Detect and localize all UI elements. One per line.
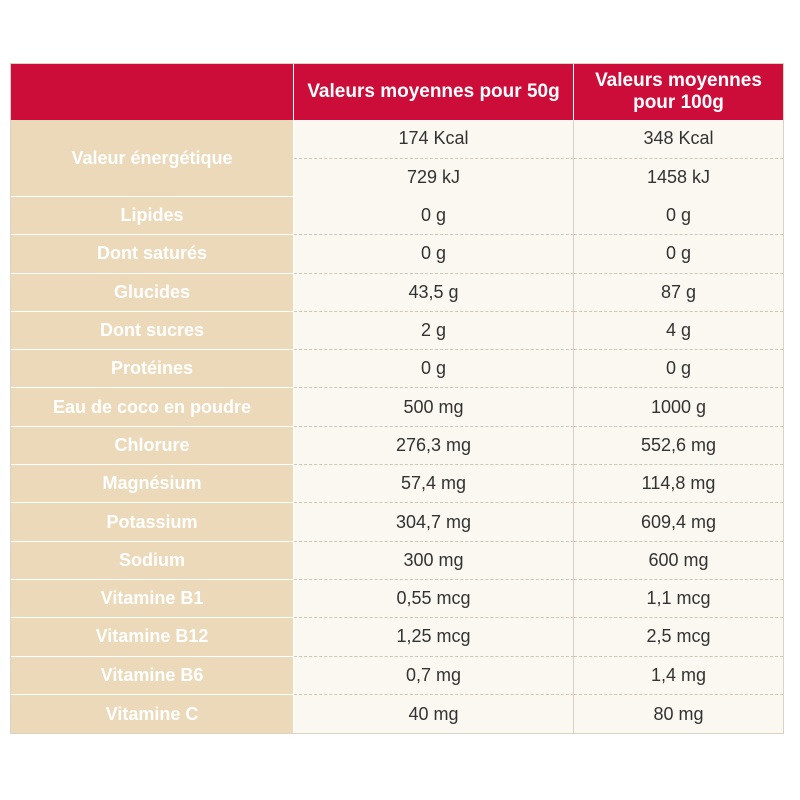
row-label: Vitamine C: [11, 694, 294, 734]
row-value-50g: 0 g: [294, 197, 574, 236]
row-value-100g: 87 g: [574, 273, 783, 312]
row-value-50g: 57,4 mg: [294, 465, 574, 504]
row-label: Chlorure: [11, 426, 294, 466]
nutrition-table: Valeurs moyennes pour 50g Valeurs moyenn…: [10, 63, 784, 735]
energy-kj-100g: 1458 kJ: [574, 158, 783, 197]
row-label: Vitamine B6: [11, 656, 294, 695]
row-value-50g: 0,7 mg: [294, 656, 574, 695]
table-row: Vitamine B1 0,55 mcg 1,1 mcg: [11, 579, 783, 619]
table-row: Vitamine B12 1,25 mcg 2,5 mcg: [11, 618, 783, 657]
row-value-100g: 0 g: [574, 197, 783, 236]
table-row: Chlorure 276,3 mg 552,6 mg: [11, 426, 783, 466]
table-header: Valeurs moyennes pour 50g Valeurs moyenn…: [11, 64, 783, 120]
row-value-100g: 1000 g: [574, 388, 783, 427]
row-label: Magnésium: [11, 465, 294, 504]
energy-kcal-row: 174 Kcal 348 Kcal: [294, 120, 783, 159]
header-per-100g: Valeurs moyennes pour 100g: [595, 70, 762, 113]
row-value-50g: 0,55 mcg: [294, 579, 574, 619]
table-row: Vitamine C 40 mg 80 mg: [11, 694, 783, 734]
energy-label: Valeur énergétique: [11, 120, 294, 197]
row-value-100g: 600 mg: [574, 541, 783, 580]
table-row: Potassium 304,7 mg 609,4 mg: [11, 503, 783, 542]
row-label: Vitamine B12: [11, 618, 294, 657]
row-value-50g: 304,7 mg: [294, 503, 574, 542]
row-value-100g: 0 g: [574, 350, 783, 389]
energy-kj-row: 729 kJ 1458 kJ: [294, 158, 783, 197]
row-value-50g: 0 g: [294, 235, 574, 274]
row-label: Sodium: [11, 541, 294, 580]
row-value-100g: 0 g: [574, 235, 783, 274]
row-value-50g: 40 mg: [294, 694, 574, 734]
row-value-100g: 552,6 mg: [574, 426, 783, 466]
row-value-100g: 1,1 mcg: [574, 579, 783, 619]
row-label: Eau de coco en poudre: [11, 388, 294, 427]
row-label: Vitamine B1: [11, 579, 294, 619]
energy-kj-50g: 729 kJ: [294, 158, 574, 197]
energy-kcal-100g: 348 Kcal: [574, 120, 783, 159]
row-value-100g: 80 mg: [574, 694, 783, 734]
row-value-50g: 43,5 g: [294, 273, 574, 312]
row-value-50g: 0 g: [294, 350, 574, 389]
row-value-50g: 300 mg: [294, 541, 574, 580]
row-value-100g: 2,5 mcg: [574, 618, 783, 657]
table-row: Magnésium 57,4 mg 114,8 mg: [11, 465, 783, 504]
row-label: Potassium: [11, 503, 294, 542]
row-value-100g: 1,4 mg: [574, 656, 783, 695]
energy-row: Valeur énergétique 174 Kcal 348 Kcal 729…: [11, 120, 783, 197]
row-label: Dont saturés: [11, 235, 294, 274]
row-value-50g: 500 mg: [294, 388, 574, 427]
energy-kcal-50g: 174 Kcal: [294, 120, 574, 159]
row-value-50g: 1,25 mcg: [294, 618, 574, 657]
table-row: Vitamine B6 0,7 mg 1,4 mg: [11, 656, 783, 695]
table-row: Eau de coco en poudre 500 mg 1000 g: [11, 388, 783, 427]
table-row: Glucides 43,5 g 87 g: [11, 273, 783, 312]
row-value-50g: 2 g: [294, 311, 574, 351]
header-per-50g: Valeurs moyennes pour 50g: [294, 64, 574, 120]
row-label: Protéines: [11, 350, 294, 389]
row-label: Lipides: [11, 197, 294, 236]
row-value-50g: 276,3 mg: [294, 426, 574, 466]
header-empty-cell: [11, 64, 294, 120]
table-row: Sodium 300 mg 600 mg: [11, 541, 783, 580]
row-value-100g: 609,4 mg: [574, 503, 783, 542]
row-label: Dont sucres: [11, 311, 294, 351]
row-value-100g: 4 g: [574, 311, 783, 351]
row-label: Glucides: [11, 273, 294, 312]
row-value-100g: 114,8 mg: [574, 465, 783, 504]
